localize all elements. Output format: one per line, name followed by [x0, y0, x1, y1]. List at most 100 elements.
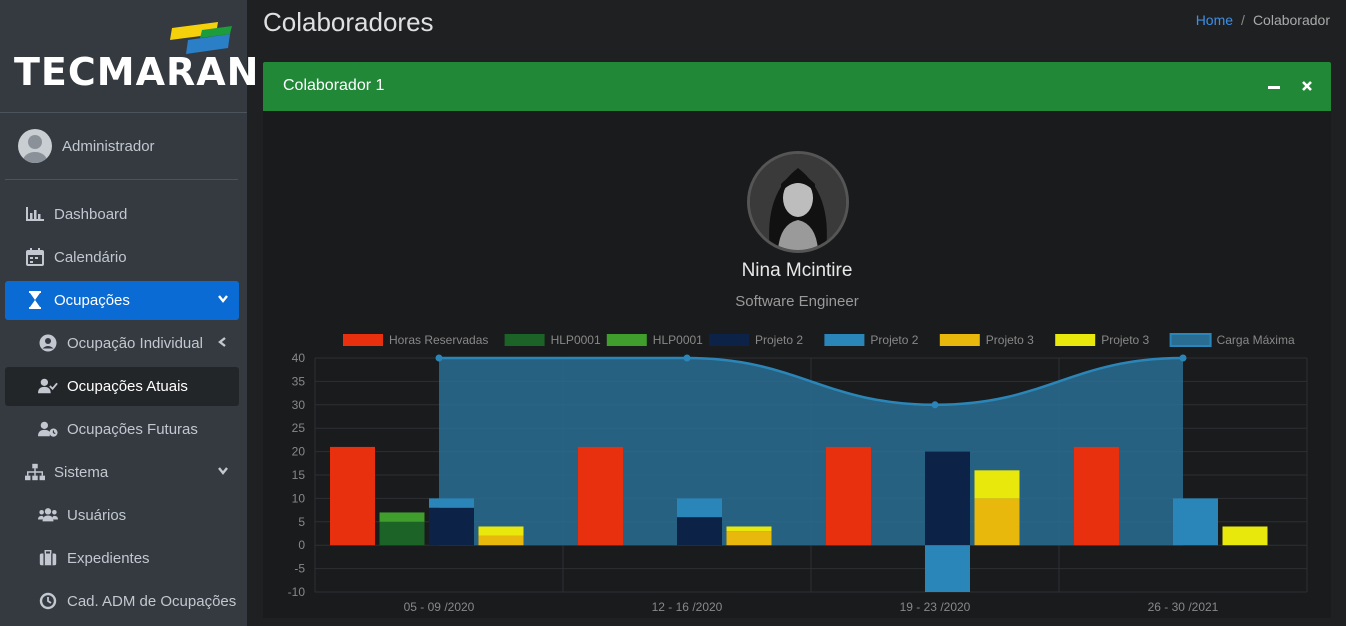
user-name: Administrador	[62, 138, 155, 155]
sitemap-icon	[25, 463, 45, 481]
sidebar-item-label: Ocupações Futuras	[67, 421, 198, 438]
y-tick-label: 40	[292, 351, 306, 365]
sidebar-item-calendario[interactable]: Calendário	[5, 238, 239, 277]
legend-swatch	[939, 334, 980, 346]
sidebar-item-label: Expedientes	[67, 550, 150, 567]
carga-maxima-area	[439, 358, 1183, 546]
bar-hlp0001	[379, 512, 425, 522]
bar-projeto-3	[726, 526, 772, 532]
user-clock-icon	[38, 421, 58, 437]
breadcrumb-current: Colaborador	[1252, 12, 1330, 28]
colaborador-card: Colaborador 1 Nina Mcintire Software Eng…	[263, 62, 1331, 618]
legend-label: Projeto 2	[870, 333, 918, 347]
sidebar-item-usuarios[interactable]: Usuários	[5, 496, 239, 535]
legend-swatch	[343, 334, 383, 346]
avatar	[18, 129, 52, 163]
y-tick-label: -10	[288, 585, 306, 599]
profile-picture	[747, 151, 849, 253]
x-tick-label: 12 - 16 /2020	[652, 600, 723, 614]
carga-maxima-point	[435, 354, 443, 362]
legend-label: Carga Máxima	[1217, 333, 1295, 347]
carga-maxima-point	[1179, 354, 1187, 362]
close-icon	[1302, 81, 1312, 91]
legend-label: Projeto 3	[986, 333, 1034, 347]
y-tick-label: 35	[292, 374, 306, 388]
y-tick-label: 30	[292, 398, 306, 412]
sidebar-item-ocupacoes-futuras[interactable]: Ocupações Futuras	[5, 410, 239, 449]
clock-icon	[39, 592, 57, 610]
y-tick-label: 25	[292, 421, 306, 435]
sidebar-item-sistema[interactable]: Sistema	[5, 453, 239, 492]
legend-swatch	[606, 334, 647, 346]
chart-bar-icon	[26, 207, 44, 221]
sidebar-item-label: Usuários	[67, 507, 127, 524]
legend-swatch	[1055, 334, 1096, 346]
sidebar-item-label: Ocupação Individual	[67, 335, 203, 352]
bar-projeto-2	[429, 507, 474, 546]
profile-role: Software Engineer	[735, 293, 859, 310]
legend-swatch	[709, 334, 749, 346]
calendar-icon	[26, 248, 44, 266]
sidebar: TECMARAN Administrador Dashboard Calendá…	[0, 0, 258, 626]
profile-name: Nina Mcintire	[741, 260, 853, 281]
breadcrumb-home-link[interactable]: Home	[1195, 12, 1234, 28]
carga-maxima-point	[931, 401, 939, 409]
x-tick-label: 19 - 23 /2020	[900, 600, 971, 614]
brand[interactable]: TECMARAN	[0, 0, 258, 113]
legend-swatch	[824, 334, 865, 346]
bar-projeto-3	[478, 526, 524, 536]
carga-maxima-line	[439, 356, 1184, 407]
y-tick-label: 20	[292, 445, 306, 459]
card-tools	[1251, 78, 1313, 97]
sidebar-item-label: Cad. ADM de Ocupações	[67, 593, 237, 610]
legend-label: Projeto 2	[755, 333, 803, 347]
breadcrumb-separator: /	[1241, 12, 1245, 28]
sidebar-item-expedientes[interactable]: Expedientes	[5, 539, 239, 578]
users-icon	[38, 508, 58, 522]
sidebar-item-dashboard[interactable]: Dashboard	[5, 195, 239, 234]
sidebar-item-cad-adm-ocupacoes[interactable]: Cad. ADM de Ocupações	[5, 582, 239, 621]
chevron-left-icon	[218, 337, 226, 347]
sidebar-item-ocupacoes[interactable]: Ocupações	[5, 281, 239, 320]
briefcase-icon	[39, 550, 57, 566]
bar-projeto-3	[974, 470, 1020, 499]
collapse-button[interactable]	[1267, 78, 1281, 97]
sidebar-nav: Dashboard Calendário Ocupações Ocupação …	[5, 195, 239, 625]
bar-projeto-2	[677, 498, 722, 518]
brand-name: TECMARAN	[14, 50, 260, 94]
logo-icon	[170, 22, 232, 54]
card-header: Colaborador 1	[263, 62, 1331, 111]
legend-label: HLP0001	[653, 333, 703, 347]
carga-maxima-point	[683, 354, 691, 362]
sidebar-item-label: Sistema	[54, 464, 109, 481]
y-tick-label: 5	[298, 515, 305, 529]
legend-label: Horas Reservadas	[389, 333, 488, 347]
bar-projeto-3	[478, 535, 524, 546]
sidebar-item-ocupacoes-atuais[interactable]: Ocupações Atuais	[5, 367, 239, 406]
breadcrumb: Home / Colaborador	[1196, 12, 1330, 28]
bar-hlp0001	[379, 521, 425, 546]
occupation-chart: 40 35 30 25 20 15 10 5 0 -5 -10 05 - 09 /2020 12 - 1…	[288, 333, 1308, 614]
bar-projeto-3	[974, 498, 1020, 546]
legend-swatch	[1169, 333, 1212, 347]
bar-horas-reservadas	[330, 446, 375, 546]
bar-projeto-2	[925, 451, 970, 546]
bar-projeto-2	[429, 498, 474, 508]
x-tick-label: 05 - 09 /2020	[404, 600, 475, 614]
remove-button[interactable]	[1301, 79, 1313, 97]
user-panel[interactable]: Administrador	[5, 113, 238, 180]
y-tick-label: -5	[294, 562, 305, 576]
sidebar-item-label: Ocupações Atuais	[67, 378, 188, 395]
minus-icon	[1267, 86, 1280, 89]
legend-swatch	[504, 334, 545, 346]
x-tick-label: 26 - 30 /2021	[1148, 600, 1219, 614]
sidebar-item-label: Ocupações	[54, 292, 130, 309]
bar-projeto-2	[677, 517, 722, 546]
bar-projeto-3	[1222, 526, 1268, 546]
sidebar-item-ocupacao-individual[interactable]: Ocupação Individual	[5, 324, 239, 363]
bar-horas-reservadas	[826, 446, 871, 546]
bar-projeto-2	[925, 545, 970, 592]
card-title: Colaborador 1	[283, 77, 385, 94]
y-tick-label: 0	[298, 538, 305, 552]
y-tick-label: 10	[292, 491, 306, 505]
